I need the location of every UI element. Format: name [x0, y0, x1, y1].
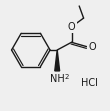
Text: HCl: HCl	[81, 78, 98, 88]
Polygon shape	[55, 50, 60, 71]
Text: 2: 2	[64, 74, 68, 80]
Text: O: O	[68, 22, 75, 32]
Text: NH: NH	[50, 74, 65, 84]
Text: O: O	[89, 42, 96, 52]
